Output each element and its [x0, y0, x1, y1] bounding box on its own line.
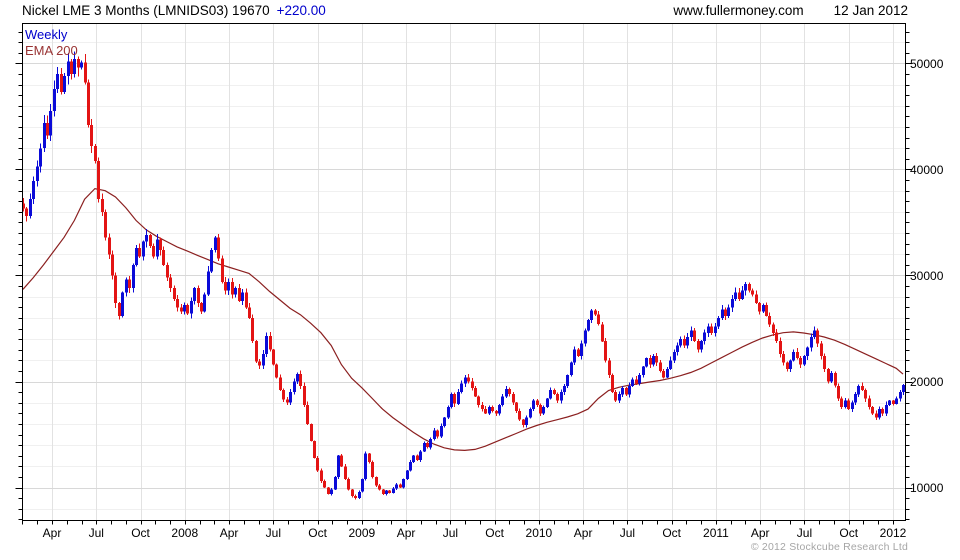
svg-text:10000: 10000	[910, 481, 944, 495]
svg-text:Apr: Apr	[397, 526, 416, 540]
page-title: Nickel LME 3 Months (LMNIDS03) 19670	[22, 3, 270, 18]
chart-date: 12 Jan 2012	[833, 3, 908, 18]
svg-text:Apr: Apr	[220, 526, 239, 540]
svg-text:Oct: Oct	[308, 526, 327, 540]
axis-labels: 50000 40000 30000 20000 10000 Apr Jul Oct 2008 Ap…	[43, 57, 944, 540]
header-right: www.fullermoney.com 12 Jan 2012	[673, 3, 908, 18]
svg-text:Jul: Jul	[266, 526, 281, 540]
svg-text:2012: 2012	[880, 526, 907, 540]
gridlines	[22, 23, 906, 521]
svg-text:Oct: Oct	[839, 526, 858, 540]
axes	[15, 23, 913, 525]
website-link[interactable]: www.fullermoney.com	[673, 3, 804, 18]
weekly-candles	[22, 51, 905, 500]
legend-weekly-label: Weekly	[25, 27, 68, 42]
svg-text:2011: 2011	[703, 526, 729, 540]
svg-text:2008: 2008	[171, 526, 198, 540]
svg-text:Oct: Oct	[485, 526, 504, 540]
svg-text:Apr: Apr	[574, 526, 593, 540]
legend-ema-label: EMA 200	[25, 43, 78, 58]
svg-text:Jul: Jul	[443, 526, 458, 540]
svg-text:Apr: Apr	[43, 526, 62, 540]
svg-text:40000: 40000	[910, 163, 944, 177]
svg-text:2009: 2009	[348, 526, 375, 540]
svg-text:Jul: Jul	[620, 526, 635, 540]
svg-text:2010: 2010	[526, 526, 553, 540]
svg-text:30000: 30000	[910, 269, 944, 283]
svg-text:50000: 50000	[910, 57, 944, 71]
svg-text:Jul: Jul	[797, 526, 812, 540]
svg-text:Apr: Apr	[751, 526, 770, 540]
price-change: +220.00	[276, 3, 326, 18]
ema-200-line	[22, 187, 904, 452]
svg-text:Oct: Oct	[131, 526, 150, 540]
svg-text:Jul: Jul	[89, 526, 104, 540]
chart-title-bar: Nickel LME 3 Months (LMNIDS03) 19670 +220…	[22, 3, 326, 18]
svg-text:20000: 20000	[910, 375, 944, 389]
svg-text:Oct: Oct	[662, 526, 681, 540]
copyright-notice: © 2012 Stockcube Research Ltd	[750, 541, 908, 553]
